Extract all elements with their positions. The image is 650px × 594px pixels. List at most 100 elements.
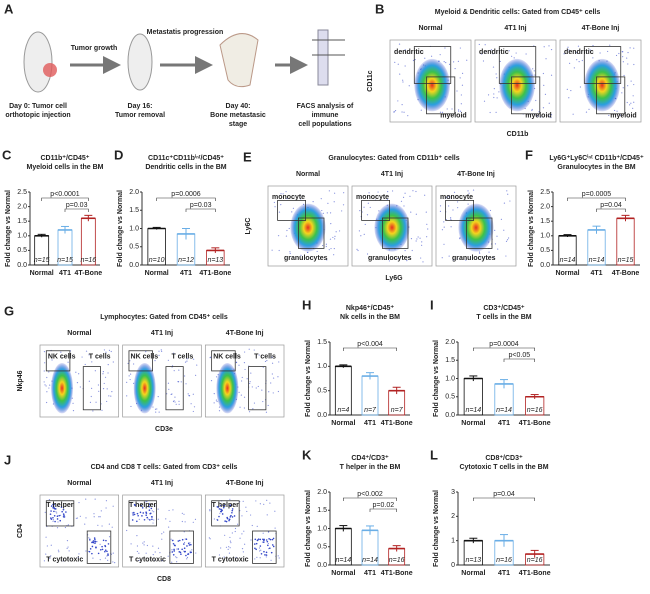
event-dot (419, 237, 421, 239)
event-dot (497, 248, 499, 250)
chart-title: CD11b⁺/CD45⁺ (40, 155, 89, 162)
event-dot (183, 513, 185, 515)
event-dot (253, 543, 256, 545)
event-dot (250, 539, 252, 541)
event-dot (68, 550, 70, 552)
event-dot (159, 552, 161, 554)
gate (596, 76, 626, 115)
event-dot (334, 238, 336, 240)
event-dot (175, 556, 177, 558)
event-dot (286, 197, 288, 200)
event-dot (231, 509, 234, 512)
event-dot (235, 556, 237, 558)
event-dot (67, 361, 69, 363)
event-dot (215, 376, 218, 378)
event-dot (269, 547, 271, 550)
event-dot (224, 534, 226, 536)
event-dot (425, 211, 427, 213)
event-dot (192, 393, 194, 395)
event-dot (508, 50, 510, 52)
event-dot (278, 361, 280, 363)
event-dot (150, 507, 153, 510)
event-dot (505, 255, 507, 257)
event-dot (178, 551, 181, 553)
n-label: n=16 (527, 407, 543, 414)
event-dot (289, 252, 291, 255)
panel-letter: J (4, 452, 11, 467)
event-dot (129, 373, 132, 375)
event-dot (277, 235, 280, 237)
event-dot (108, 395, 110, 397)
event-dot (550, 74, 553, 76)
group-label: 4T1 Inj (151, 480, 173, 487)
event-dot (106, 550, 108, 553)
event-dot (56, 512, 58, 514)
event-dot (356, 248, 358, 251)
event-dot (255, 387, 257, 389)
event-dot (496, 235, 498, 237)
event-dot (461, 84, 464, 86)
n-label: n=14 (589, 257, 605, 264)
group-label: 4T1 Inj (381, 171, 403, 178)
event-dot (328, 249, 330, 251)
event-dot (189, 542, 191, 544)
density-blob (374, 203, 410, 252)
event-dot (173, 400, 175, 402)
event-dot (325, 245, 327, 248)
gate (381, 217, 409, 249)
event-dot (403, 111, 405, 113)
event-dot (242, 551, 244, 553)
event-dot (49, 513, 52, 515)
event-dot (609, 44, 611, 46)
event-dot (108, 536, 111, 538)
event-dot (208, 537, 210, 539)
event-dot (178, 400, 180, 402)
event-dot (450, 217, 452, 219)
event-dot (243, 396, 246, 398)
gate-label: myeloid (440, 112, 466, 119)
event-dot (408, 85, 410, 87)
event-dot (53, 514, 56, 517)
event-dot (387, 191, 389, 193)
event-dot (148, 505, 151, 508)
event-dot (269, 502, 271, 504)
event-dot (158, 354, 160, 357)
chart-subtitle: Dendritic cells in the BM (145, 164, 226, 171)
event-dot (215, 399, 218, 401)
arrow-label: Tumor growth (71, 45, 118, 52)
chart-subtitle: T helper in the BM (340, 464, 401, 471)
event-dot (177, 381, 180, 383)
gate (297, 217, 325, 249)
event-dot (616, 110, 618, 112)
event-dot (402, 196, 405, 198)
event-dot (194, 518, 197, 520)
event-dot (81, 356, 83, 358)
event-dot (130, 543, 132, 545)
event-dot (184, 375, 186, 377)
event-dot (50, 544, 52, 546)
y-axis-label: Fold change vs Normal (528, 190, 535, 267)
event-dot (51, 359, 53, 361)
event-dot (572, 113, 574, 115)
event-dot (531, 108, 533, 111)
density-blob (414, 58, 450, 112)
y-tick-label: 2.0 (129, 189, 139, 196)
event-dot (459, 77, 461, 79)
panel-title: Myeloid & Dendritic cells: Gated from CD… (435, 9, 601, 16)
event-dot (99, 516, 101, 518)
chart-title: CD4⁺/CD3⁺ (351, 455, 389, 462)
chart-subtitle: Cytotoxic T cells in the BM (459, 464, 548, 471)
event-dot (460, 94, 462, 96)
event-dot (223, 504, 225, 507)
event-dot (448, 255, 450, 257)
event-dot (53, 510, 55, 513)
event-dot (357, 249, 359, 252)
event-dot (316, 250, 318, 253)
y-tick-label: 2.0 (17, 203, 27, 210)
event-dot (106, 388, 108, 390)
event-dot (60, 351, 62, 353)
event-dot (102, 388, 105, 390)
event-dot (173, 548, 175, 551)
event-dot (146, 544, 148, 547)
gate-label: T helper (46, 502, 74, 509)
